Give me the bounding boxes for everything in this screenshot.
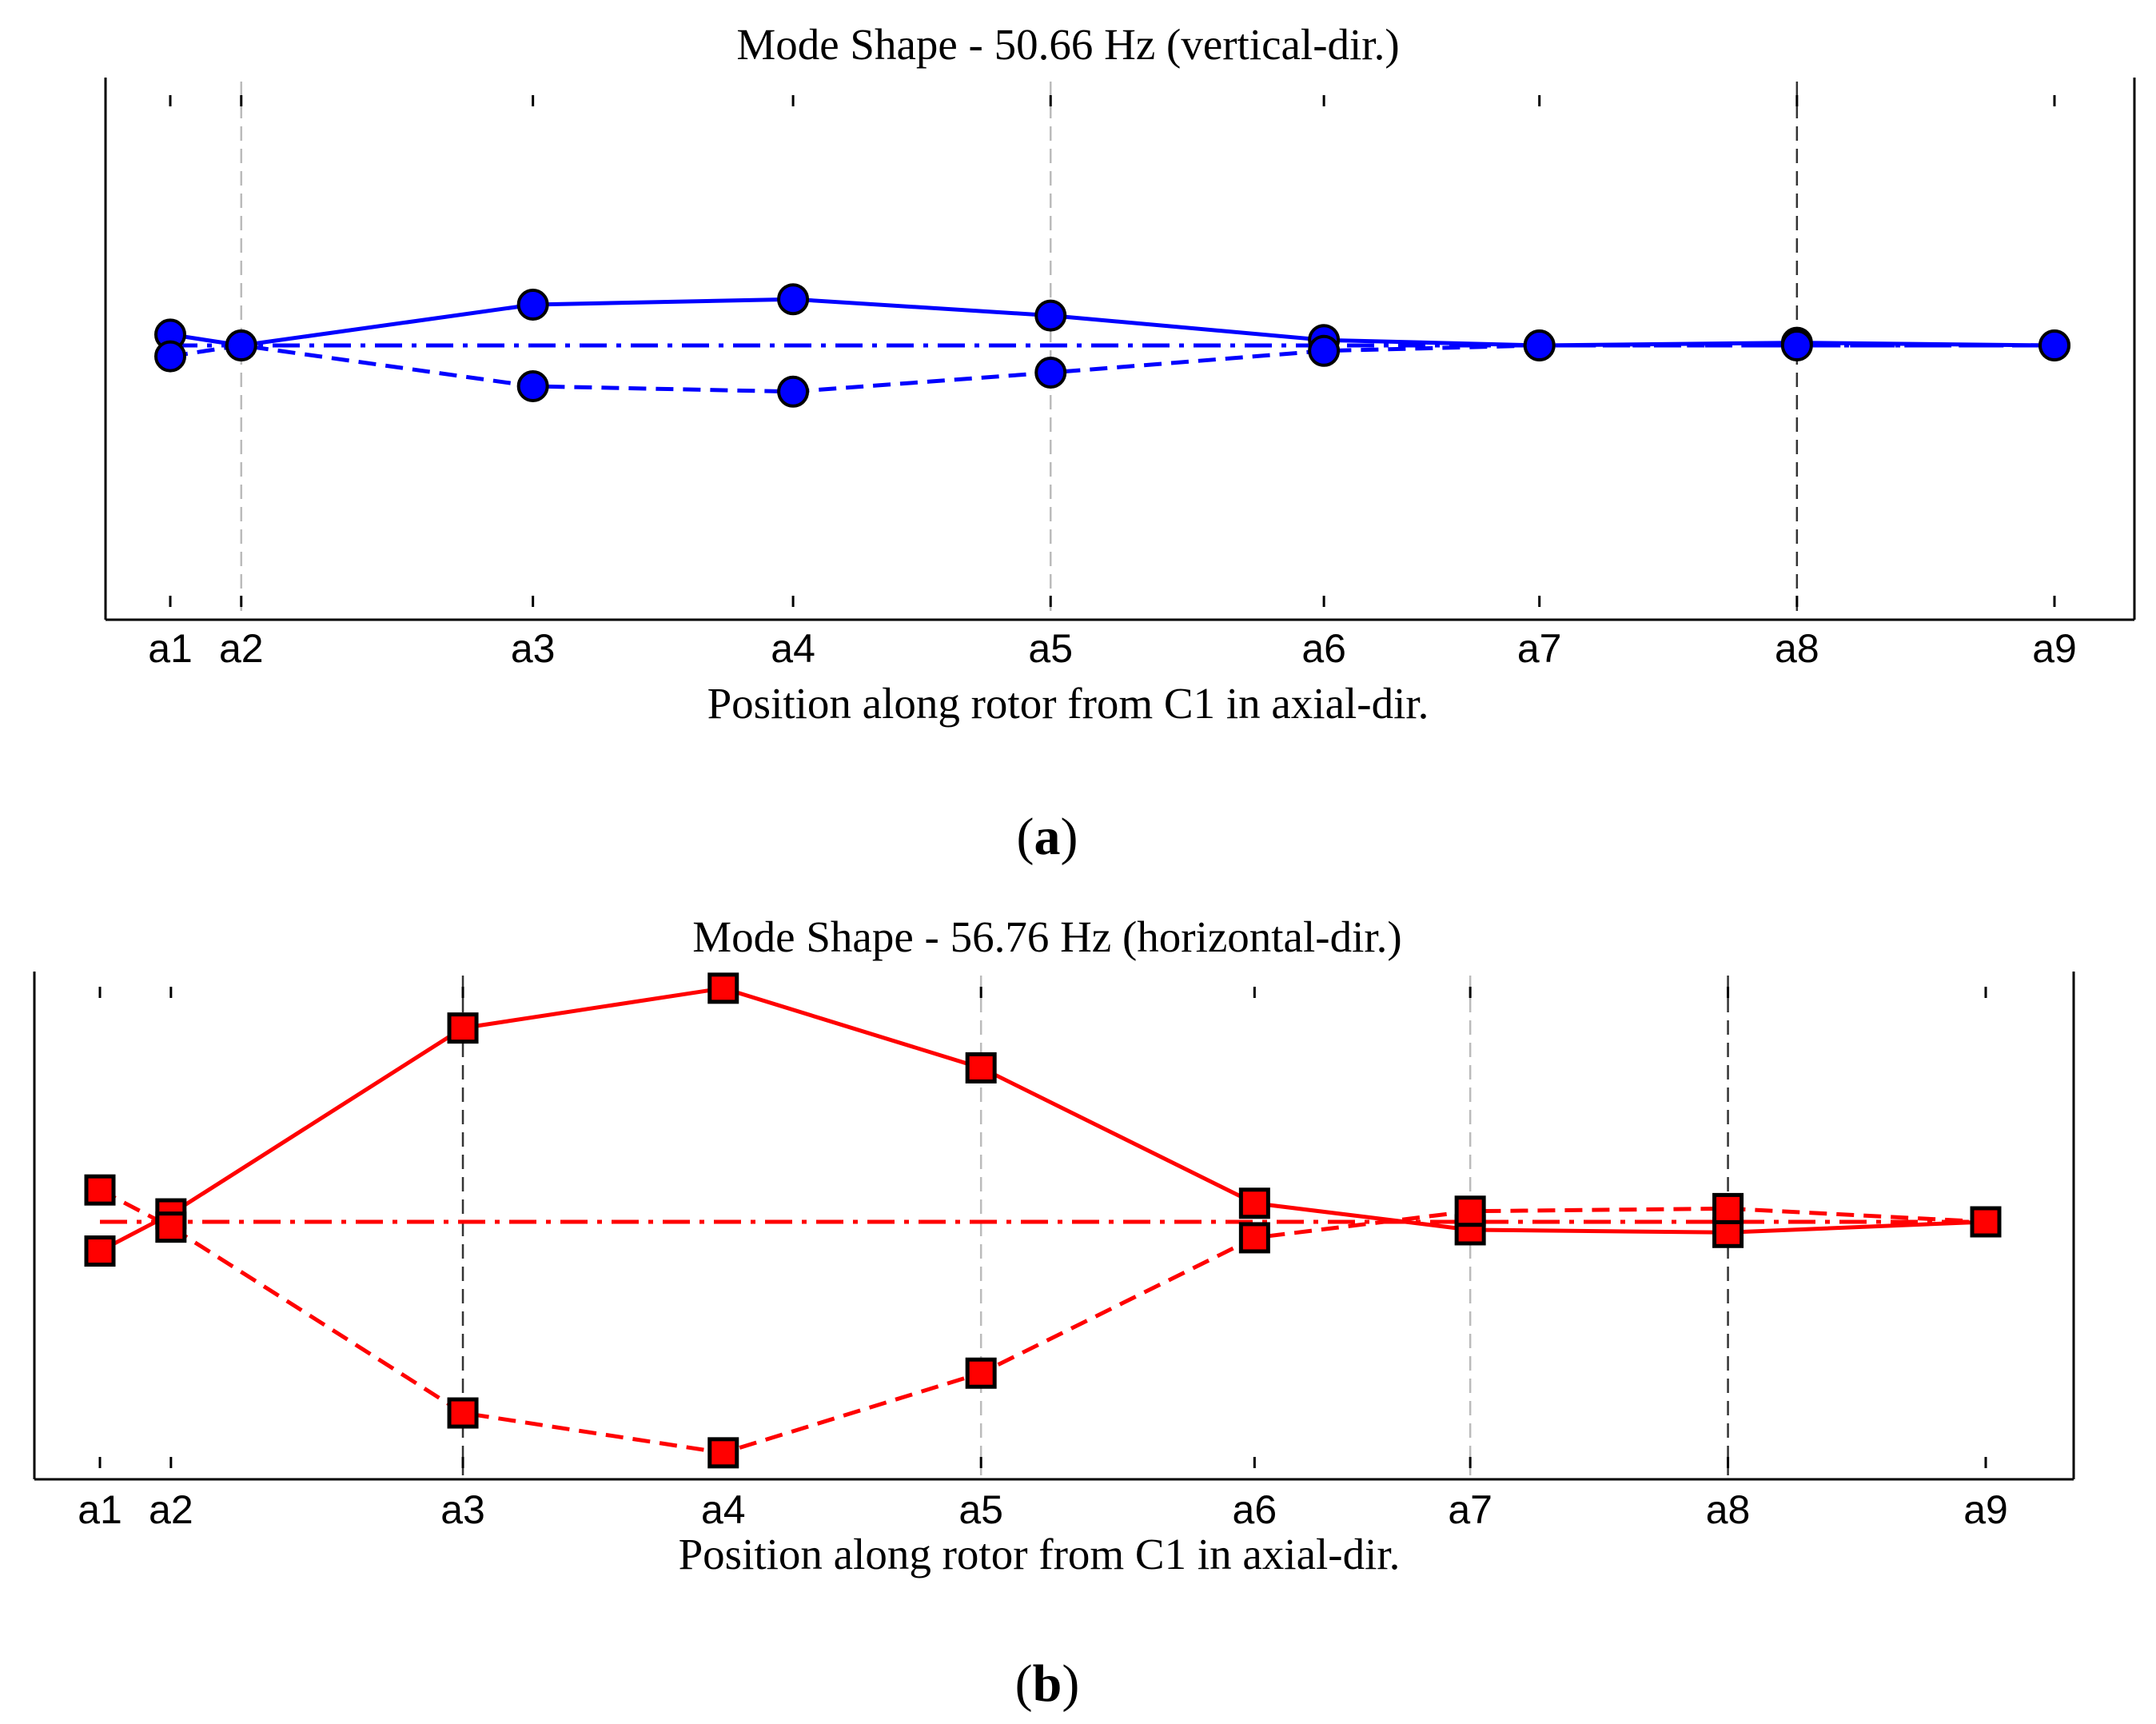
x-tick-label-a3: a3 [511,626,556,671]
marker-upper-a5 [1034,299,1067,332]
series-line-upper [169,297,2055,348]
marker-upper-a3 [516,289,549,321]
marker-lower-a9 [1970,1206,2002,1238]
data-series [169,297,2055,394]
marker-upper-a6 [1238,1187,1270,1219]
x-tick-label-a6: a6 [1233,1487,1277,1532]
marker-upper-a3 [447,1012,479,1044]
tick-marks [169,95,2056,607]
x-tick-label-a8: a8 [1706,1487,1751,1532]
marker-lower-a1 [84,1174,116,1206]
x-axis-label: Position along rotor from C1 in axial-di… [679,1530,1401,1578]
series-line-lower [169,343,2054,394]
marker-lower-a4 [777,375,810,408]
marker-lower-a7 [1523,329,1556,361]
x-tick-label-a4: a4 [701,1487,746,1532]
caption-letter: a [1034,808,1061,866]
grid-lines [461,976,1729,1475]
x-tick-label-a9: a9 [1963,1487,2008,1532]
caption-letter: b [1033,1654,1062,1713]
caption-b: (b) [1015,1654,1080,1713]
marker-lower-a5 [965,1357,997,1389]
data-series [98,986,1987,1455]
tick-labels: a1 a2 a3 a4 a5 a6 a7 a8 a9 [78,1487,2008,1532]
marker-upper-a4 [707,972,739,1004]
marker-lower-a8 [1780,329,1813,361]
x-tick-label-a6: a6 [1301,626,1346,671]
tick-labels: a1 a2 a3 a4 a5 a6 a7 a8 a9 [148,626,2077,671]
series-line-lower [98,1187,1987,1455]
marker-lower-a7 [1454,1195,1486,1227]
series-line-upper [98,986,1987,1253]
data-markers [154,283,2070,408]
chart-title: Mode Shape - 50.66 Hz (vertical-dir.) [736,20,1399,69]
x-tick-label-a5: a5 [1028,626,1073,671]
marker-lower-a9 [2038,329,2070,361]
chart-panel-a: a1 a2 a3 a4 a5 a6 a7 a8 a9 Mode Shape - 50.66 Hz… [104,20,2136,866]
x-tick-label-a3: a3 [440,1487,485,1532]
marker-lower-a2 [225,329,257,361]
x-tick-label-a7: a7 [1517,626,1562,671]
marker-lower-a4 [707,1437,739,1469]
marker-lower-a1 [154,340,186,373]
marker-upper-a1 [84,1235,116,1267]
marker-lower-a6 [1238,1222,1270,1254]
marker-lower-a2 [155,1211,187,1243]
marker-lower-a8 [1712,1192,1744,1224]
x-axis-label: Position along rotor from C1 in axial-di… [707,679,1429,728]
tick-marks [98,987,1987,1468]
x-tick-label-a2: a2 [219,626,264,671]
chart-panel-b: a1 a2 a3 a4 a5 a6 a7 a8 a9 Mode Shape - 56.76 Hz… [33,912,2075,1713]
data-markers [84,972,2002,1469]
x-tick-label-a4: a4 [771,626,815,671]
x-tick-label-a9: a9 [2032,626,2077,671]
marker-lower-a3 [516,370,549,402]
caption-a: (a) [1017,808,1078,866]
x-tick-label-a5: a5 [958,1487,1003,1532]
axes-frame [104,78,2136,621]
x-tick-label-a8: a8 [1775,626,1819,671]
x-tick-label-a7: a7 [1448,1487,1492,1532]
marker-lower-a3 [447,1397,479,1429]
marker-lower-a6 [1308,334,1341,367]
x-tick-label-a2: a2 [149,1487,193,1532]
chart-title: Mode Shape - 56.76 Hz (horizontal-dir.) [692,912,1401,961]
marker-upper-a4 [777,283,810,316]
grid-lines [240,82,1799,616]
x-tick-label-a1: a1 [78,1487,122,1532]
marker-upper-a5 [965,1052,997,1083]
axes-frame [33,972,2075,1481]
x-tick-label-a1: a1 [148,626,193,671]
marker-lower-a5 [1034,357,1067,389]
